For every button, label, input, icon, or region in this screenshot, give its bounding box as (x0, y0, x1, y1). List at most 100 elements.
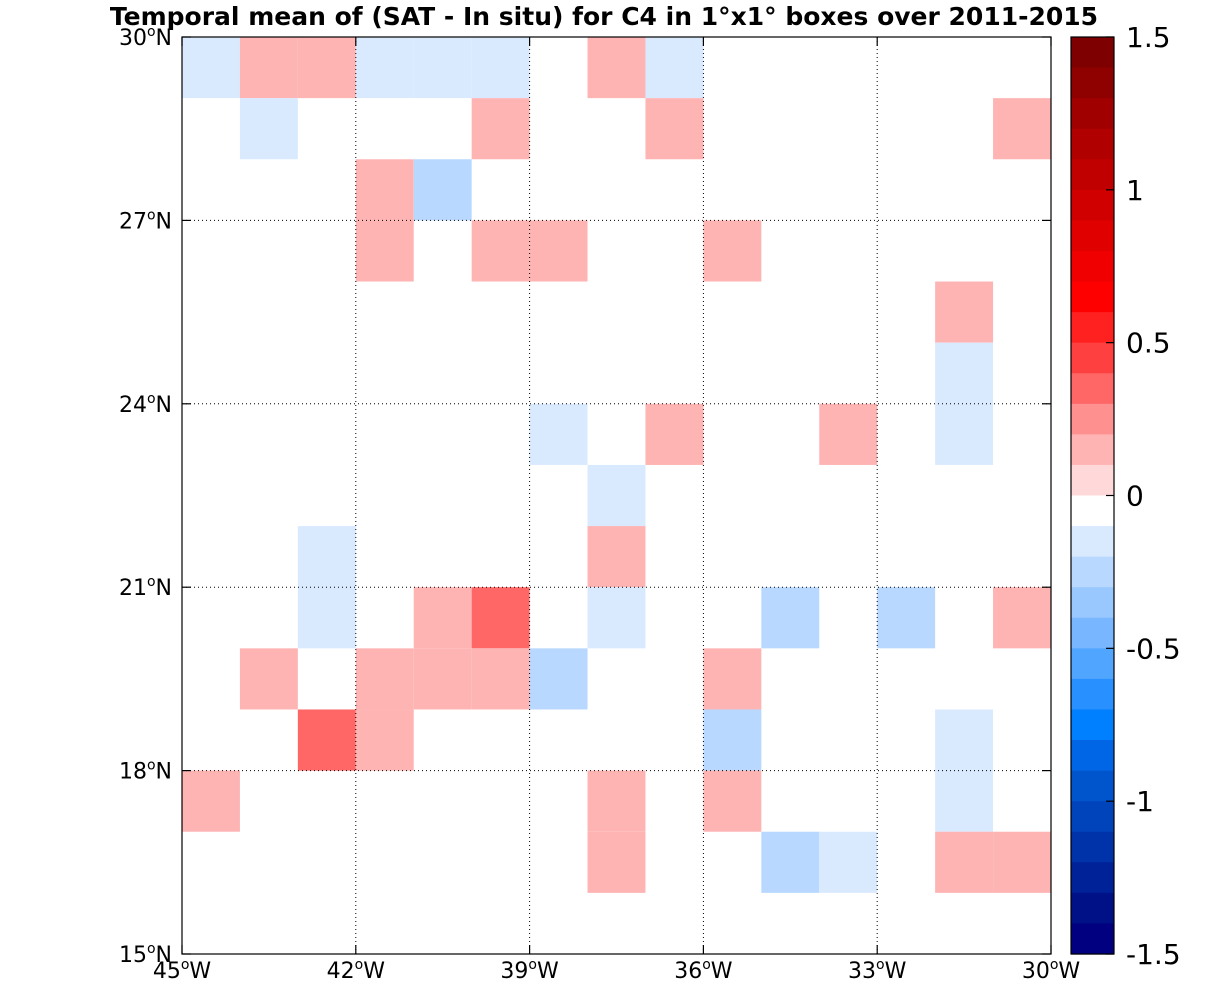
colorbar-swatch (1071, 98, 1114, 130)
heatmap-cell (587, 831, 646, 893)
heatmap-cell (413, 37, 472, 99)
heatmap-cell (935, 281, 994, 343)
colorbar-swatch (1071, 648, 1114, 680)
heatmap-cell (239, 98, 298, 160)
x-tick-label: 39oW (500, 957, 559, 984)
x-tick-label: 33oW (848, 957, 907, 984)
heatmap-cell (819, 403, 878, 465)
colorbar-swatch (1071, 526, 1114, 558)
heatmap-cell (471, 98, 530, 160)
colorbar-swatch (1071, 189, 1114, 221)
colorbar-tick-label: -0.5 (1126, 632, 1181, 665)
heatmap-cell (703, 648, 762, 710)
colorbar-swatch (1071, 159, 1114, 191)
y-tick-label: 27oN (119, 207, 172, 234)
colorbar-swatch (1071, 250, 1114, 283)
heatmap-cell (935, 709, 994, 771)
heatmap-cell (471, 587, 530, 649)
colorbar-tick-label: -1.5 (1126, 938, 1181, 971)
y-tick-label: 24oN (119, 391, 172, 418)
heatmap-cell (297, 709, 356, 771)
axis-ticks: 45oW 42oW 39oW 36oW 33oW 30oW 15oN 18oN 21oN 24oN… (119, 24, 1080, 984)
x-tick-label: 30oW (1022, 957, 1081, 984)
colorbar-tick-label: -1 (1126, 785, 1154, 818)
colorbar-swatch (1071, 312, 1114, 344)
colorbar-swatch (1071, 587, 1114, 619)
colorbar-swatch (1071, 556, 1114, 588)
heatmap-cell (587, 526, 646, 588)
colorbar-swatch (1071, 617, 1114, 649)
heatmap-cell (761, 587, 820, 649)
colorbar-swatch (1071, 892, 1114, 925)
colorbar-swatch (1071, 464, 1114, 497)
heatmap-cell (355, 159, 414, 221)
heatmap-cells (182, 37, 1051, 893)
colorbar-swatch (1071, 740, 1114, 772)
heatmap-cell (239, 648, 298, 710)
colorbar-swatch (1071, 862, 1114, 894)
colorbar-swatch (1071, 495, 1114, 527)
heatmap-cell (935, 770, 994, 832)
colorbar-swatch (1071, 220, 1114, 252)
heatmap-cell (529, 403, 588, 465)
colorbar: 1.5 1 0.5 0 -0.5 -1 -1.5 (1070, 21, 1181, 971)
heatmap-cell (297, 587, 356, 649)
colorbar-swatch (1071, 128, 1114, 160)
heatmap-cell (587, 587, 646, 649)
heatmap-cell (703, 220, 762, 282)
heatmap-cell (355, 648, 414, 710)
heatmap-cell (182, 37, 240, 99)
colorbar-swatch (1071, 923, 1114, 955)
heatmap-cell (935, 342, 994, 404)
heatmap-cell (182, 770, 240, 832)
colorbar-swatch (1071, 403, 1114, 435)
heatmap-cell (587, 37, 646, 99)
colorbar-swatch (1071, 67, 1114, 99)
heatmap-cell (471, 220, 530, 282)
colorbar-swatch (1071, 434, 1114, 466)
heatmap-cell (471, 37, 530, 99)
colorbar-swatch (1071, 37, 1114, 69)
colorbar-tick-label: 1.5 (1126, 21, 1171, 54)
heatmap-cell (471, 648, 530, 710)
heatmap-cell (877, 587, 936, 649)
heatmap-cell (297, 526, 356, 588)
heatmap-cell (297, 37, 356, 99)
heatmap-cell (993, 831, 1051, 893)
y-tick-label: 21oN (119, 574, 172, 601)
colorbar-swatch (1071, 709, 1114, 741)
heatmap-cell (587, 770, 646, 832)
heatmap-cell (935, 403, 994, 465)
heatmap-cell (587, 464, 646, 527)
heatmap-cell (413, 648, 472, 710)
heatmap-cell (761, 831, 820, 893)
heatmap-cell (703, 709, 762, 771)
heatmap-cell (645, 37, 704, 99)
y-tick-label: 18oN (119, 758, 172, 785)
y-tick-label: 15oN (119, 941, 172, 968)
colorbar-tick-label: 0.5 (1126, 327, 1171, 360)
heatmap-cell (819, 831, 878, 893)
colorbar-swatch (1071, 281, 1114, 313)
y-tick-label: 30oN (119, 24, 172, 51)
colorbar-swatch (1071, 678, 1114, 711)
heatmap-cell (355, 709, 414, 771)
heatmap-cell (529, 648, 588, 710)
x-tick-label: 36oW (674, 957, 733, 984)
colorbar-swatch (1071, 373, 1114, 405)
heatmap-cell (413, 159, 472, 221)
colorbar-swatch (1071, 342, 1114, 374)
heatmap-cell (413, 587, 472, 649)
heatmap-cell (645, 403, 704, 465)
x-tick-label: 42oW (327, 957, 386, 984)
heatmap-cell (355, 220, 414, 282)
heatmap-cell (935, 831, 994, 893)
chart-title: Temporal mean of (SAT - In situ) for C4 … (110, 2, 1098, 31)
x-tick-label: 45oW (153, 957, 212, 984)
colorbar-tick-label: 0 (1126, 480, 1144, 513)
heatmap-cell (993, 587, 1051, 649)
colorbar-swatch (1071, 831, 1114, 863)
heatmap-cell (703, 770, 762, 832)
plot-frame (181, 36, 1052, 955)
